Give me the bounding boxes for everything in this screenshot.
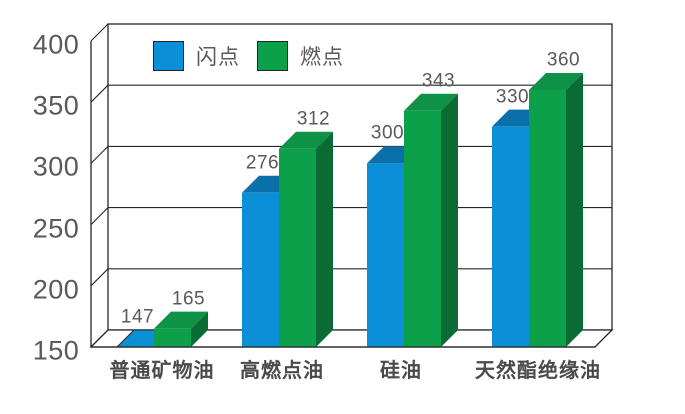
legend-swatch-fire-point <box>257 41 288 71</box>
bar-side-face <box>316 131 333 347</box>
bar-front-face <box>404 110 441 347</box>
bar-front-face <box>367 163 404 347</box>
bar-front-face <box>242 192 279 347</box>
bar-top-face <box>279 131 333 149</box>
bar-side-face <box>191 311 208 347</box>
y-axis-tick <box>90 84 109 103</box>
bar-front-face <box>492 126 529 348</box>
bar-side-face <box>441 93 458 347</box>
bar-front-face <box>279 148 316 347</box>
y-axis-tick <box>90 146 109 164</box>
bar-top-face <box>154 311 208 329</box>
bar-front-face <box>154 328 191 347</box>
bar-top-face <box>404 93 458 111</box>
bar-side-face <box>566 72 583 348</box>
legend-swatch-flash-point <box>153 41 184 71</box>
chart-legend: 闪点 燃点 <box>153 41 352 71</box>
bar-top-face <box>529 72 583 90</box>
y-axis-tick <box>90 23 109 42</box>
y-axis-tick <box>90 207 109 225</box>
bar-front-face <box>529 89 566 348</box>
y-axis-tick <box>90 268 109 287</box>
legend-label-fire-point: 燃点 <box>300 46 344 69</box>
legend-label-flash-point: 闪点 <box>196 46 240 69</box>
